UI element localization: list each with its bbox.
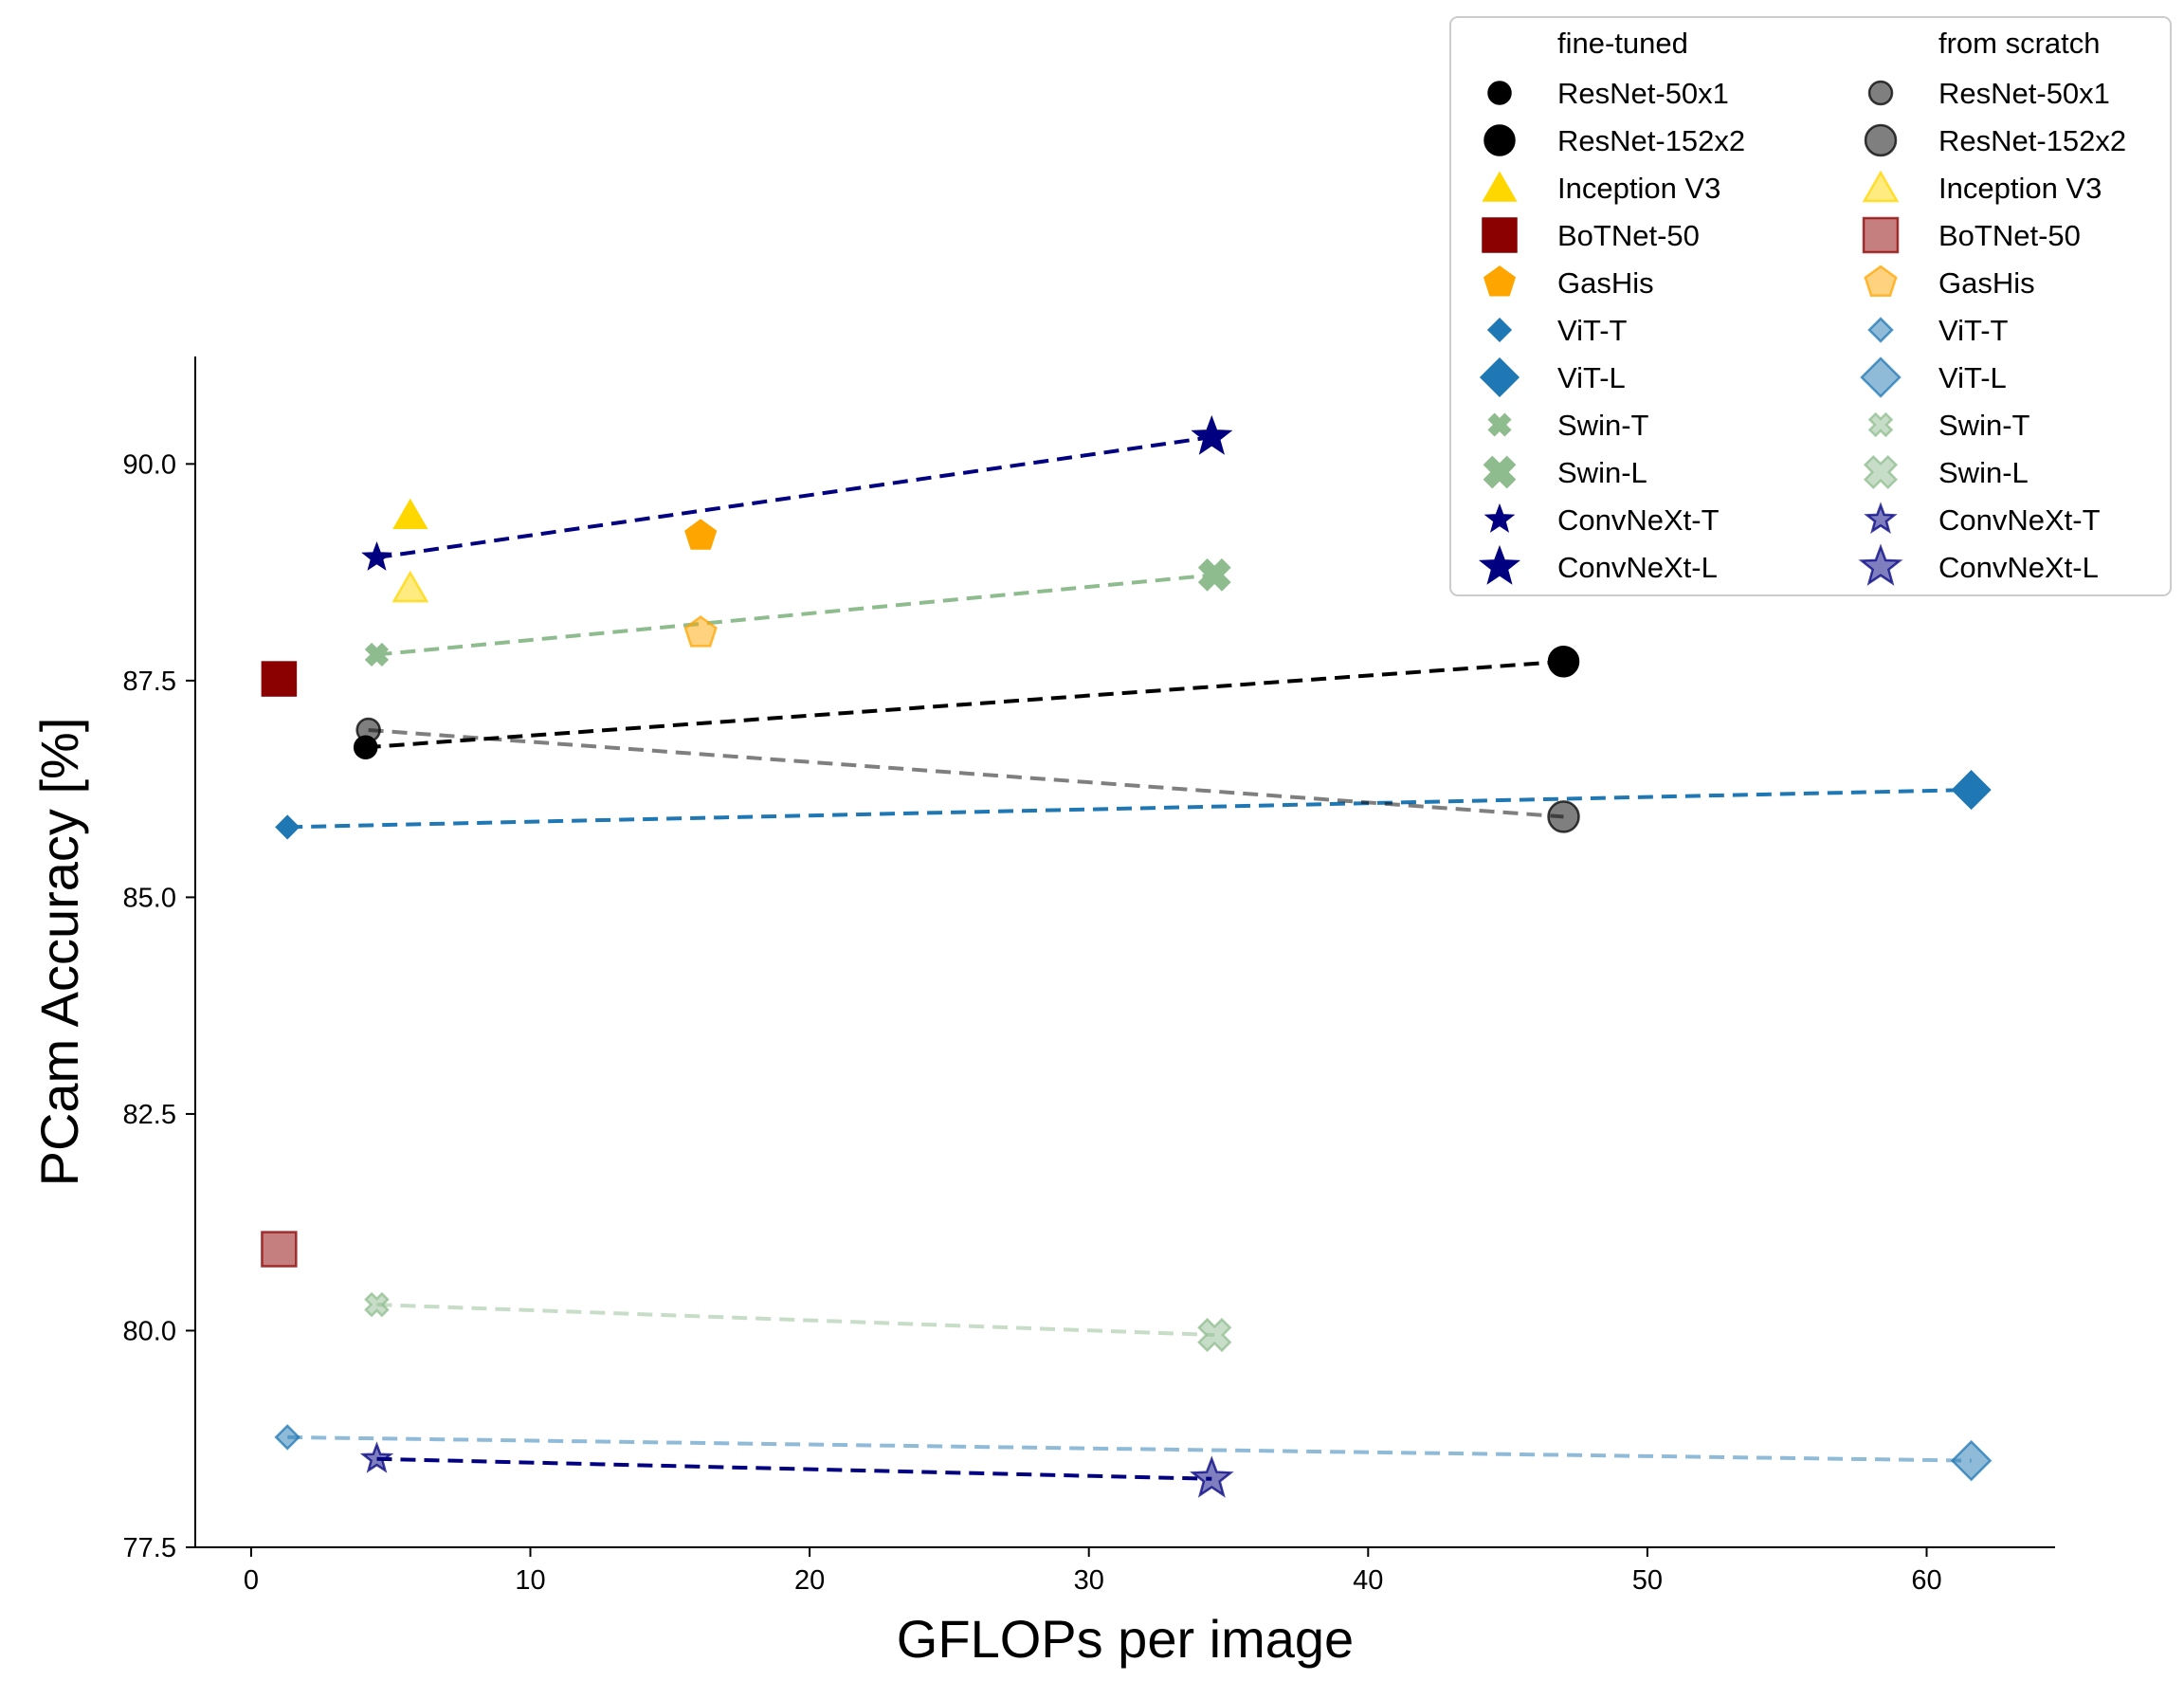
legend-label: GasHis: [1557, 266, 1654, 300]
x-tick-label: 60: [1911, 1565, 1941, 1596]
x-tick-label: 20: [794, 1565, 825, 1596]
legend-label: ConvNeXt-L: [1557, 551, 1718, 584]
fine-tuned-convnext-t-point: [361, 540, 392, 571]
x-tick-label: 40: [1353, 1565, 1383, 1596]
from-scratch-resnet-152x2-point: [1547, 800, 1580, 833]
y-axis-label: PCam Accuracy [%]: [29, 718, 89, 1187]
legend-label: ViT-T: [1938, 314, 2009, 347]
from-scratch-resnet-152x2-legend-marker: [1864, 123, 1898, 157]
legend-label: ViT-T: [1557, 314, 1628, 347]
from-scratch-swin-l-point: [1197, 1317, 1232, 1353]
legend-label: Inception V3: [1557, 172, 1720, 205]
y-tick-label: 87.5: [123, 667, 176, 697]
fine-tuned-swin-t-point: [364, 642, 390, 667]
y-tick-label: 90.0: [123, 449, 176, 480]
x-tick-label: 50: [1632, 1565, 1663, 1596]
fine-tuned-resnet-152x2-point: [1547, 646, 1580, 678]
fine-tuned-resnet-50x1-legend-marker: [1487, 81, 1512, 105]
legend-title-from-scratch: from scratch: [1938, 27, 2101, 60]
legend-title-fine-tuned: fine-tuned: [1557, 27, 1688, 60]
dashed-line-from-scratch-resnet-50x1: [368, 727, 1564, 819]
fine-tuned-swin-l-legend-marker: [1483, 455, 1517, 489]
fine-tuned-inception-v3-point: [392, 498, 428, 530]
dashed-line-from-scratch-convnext-t: [376, 1456, 1212, 1481]
fine-tuned-gashis-point: [684, 519, 718, 550]
from-scratch-botnet-50-legend-marker: [1862, 216, 1900, 254]
legend-label: ConvNeXt-L: [1938, 551, 2099, 584]
from-scratch-vit-t-point: [274, 1424, 300, 1451]
legend: fine-tuned ResNet-50x1 ResNet-152x2 Incepti…: [1449, 16, 2172, 596]
fine-tuned-swin-t-legend-marker: [1487, 412, 1512, 437]
from-scratch-swin-t-point: [364, 1291, 390, 1318]
from-scratch-gashis-legend-marker: [1864, 265, 1898, 298]
fine-tuned-resnet-152x2-legend-marker: [1483, 124, 1516, 156]
dashed-line-fine-tuned-swin-t: [376, 573, 1215, 657]
from-scratch-convnext-l-point: [1190, 1455, 1234, 1498]
dashed-line-fine-tuned-vit-t: [287, 788, 1972, 830]
y-tick-label: 77.5: [123, 1533, 176, 1563]
from-scratch-convnext-l-legend-marker: [1858, 543, 1903, 586]
dashed-line-from-scratch-swin-t: [376, 1303, 1215, 1338]
from-scratch-resnet-50x1-point: [355, 717, 381, 743]
legend-label: Inception V3: [1938, 172, 2102, 205]
x-tick-label: 30: [1074, 1565, 1104, 1596]
legend-label: ResNet-152x2: [1938, 124, 2126, 157]
legend-label: ResNet-50x1: [1938, 77, 2110, 110]
legend-label: Swin-T: [1557, 409, 1649, 442]
legend-label: GasHis: [1938, 266, 2035, 300]
from-scratch-inception-v3-legend-marker: [1862, 170, 1900, 203]
from-scratch-swin-l-legend-marker: [1863, 454, 1899, 490]
from-scratch-vit-t-legend-marker: [1867, 317, 1894, 343]
dashed-line-fine-tuned-resnet-50x1: [365, 659, 1564, 750]
legend-label: ViT-L: [1938, 361, 2007, 394]
legend-label: BoTNet-50: [1938, 219, 2081, 252]
fine-tuned-convnext-l-point: [1191, 414, 1233, 455]
fine-tuned-vit-l-point: [1951, 770, 1992, 811]
y-tick-label: 80.0: [123, 1316, 176, 1346]
legend-label: Swin-L: [1557, 456, 1647, 489]
fine-tuned-botnet-50-legend-marker: [1482, 217, 1518, 253]
from-scratch-convnext-t-legend-marker: [1864, 502, 1898, 534]
legend-label: ViT-L: [1557, 361, 1626, 394]
from-scratch-inception-v3-point: [391, 570, 429, 603]
legend-label: ConvNeXt-T: [1938, 503, 2101, 537]
dashed-line-from-scratch-vit-t: [287, 1434, 1972, 1463]
from-scratch-vit-l-legend-marker: [1860, 356, 1902, 398]
from-scratch-convnext-t-point: [359, 1441, 394, 1473]
y-tick-label: 85.0: [123, 883, 176, 913]
legend-label: Swin-T: [1938, 409, 2030, 442]
fine-tuned-swin-l-point: [1197, 557, 1231, 592]
from-scratch-swin-t-legend-marker: [1867, 411, 1894, 438]
y-tick-label: 82.5: [123, 1100, 176, 1130]
x-axis-label: GFLOPs per image: [897, 1609, 1354, 1669]
x-tick-label: 10: [515, 1565, 545, 1596]
legend-box: [1449, 16, 2172, 596]
fine-tuned-vit-l-legend-marker: [1479, 356, 1520, 398]
legend-label: ResNet-50x1: [1557, 77, 1729, 110]
legend-label: BoTNet-50: [1557, 219, 1700, 252]
from-scratch-gashis-point: [683, 615, 718, 648]
from-scratch-vit-l-point: [1950, 1439, 1993, 1482]
fine-tuned-vit-t-point: [275, 814, 300, 840]
fine-tuned-convnext-t-legend-marker: [1483, 502, 1516, 533]
fine-tuned-botnet-50-point: [261, 661, 298, 697]
legend-label: Swin-L: [1938, 456, 2029, 489]
from-scratch-botnet-50-point: [261, 1231, 298, 1268]
fine-tuned-inception-v3-legend-marker: [1482, 171, 1518, 202]
axes: 0 10 20 30 40 50 60 77.5 80.0 82.5 85.0 87.5 90.0: [123, 356, 2055, 1596]
fine-tuned-convnext-l-legend-marker: [1478, 544, 1521, 585]
legend-label: ConvNeXt-T: [1557, 503, 1720, 537]
fine-tuned-vit-t-legend-marker: [1486, 317, 1513, 343]
fine-tuned-gashis-legend-marker: [1483, 265, 1517, 297]
data-points: [261, 414, 1993, 1498]
x-tick-label: 0: [244, 1565, 259, 1596]
legend-label: ResNet-152x2: [1557, 124, 1745, 157]
dashed-lines: [287, 435, 1972, 1481]
from-scratch-resnet-50x1-legend-marker: [1867, 80, 1894, 106]
